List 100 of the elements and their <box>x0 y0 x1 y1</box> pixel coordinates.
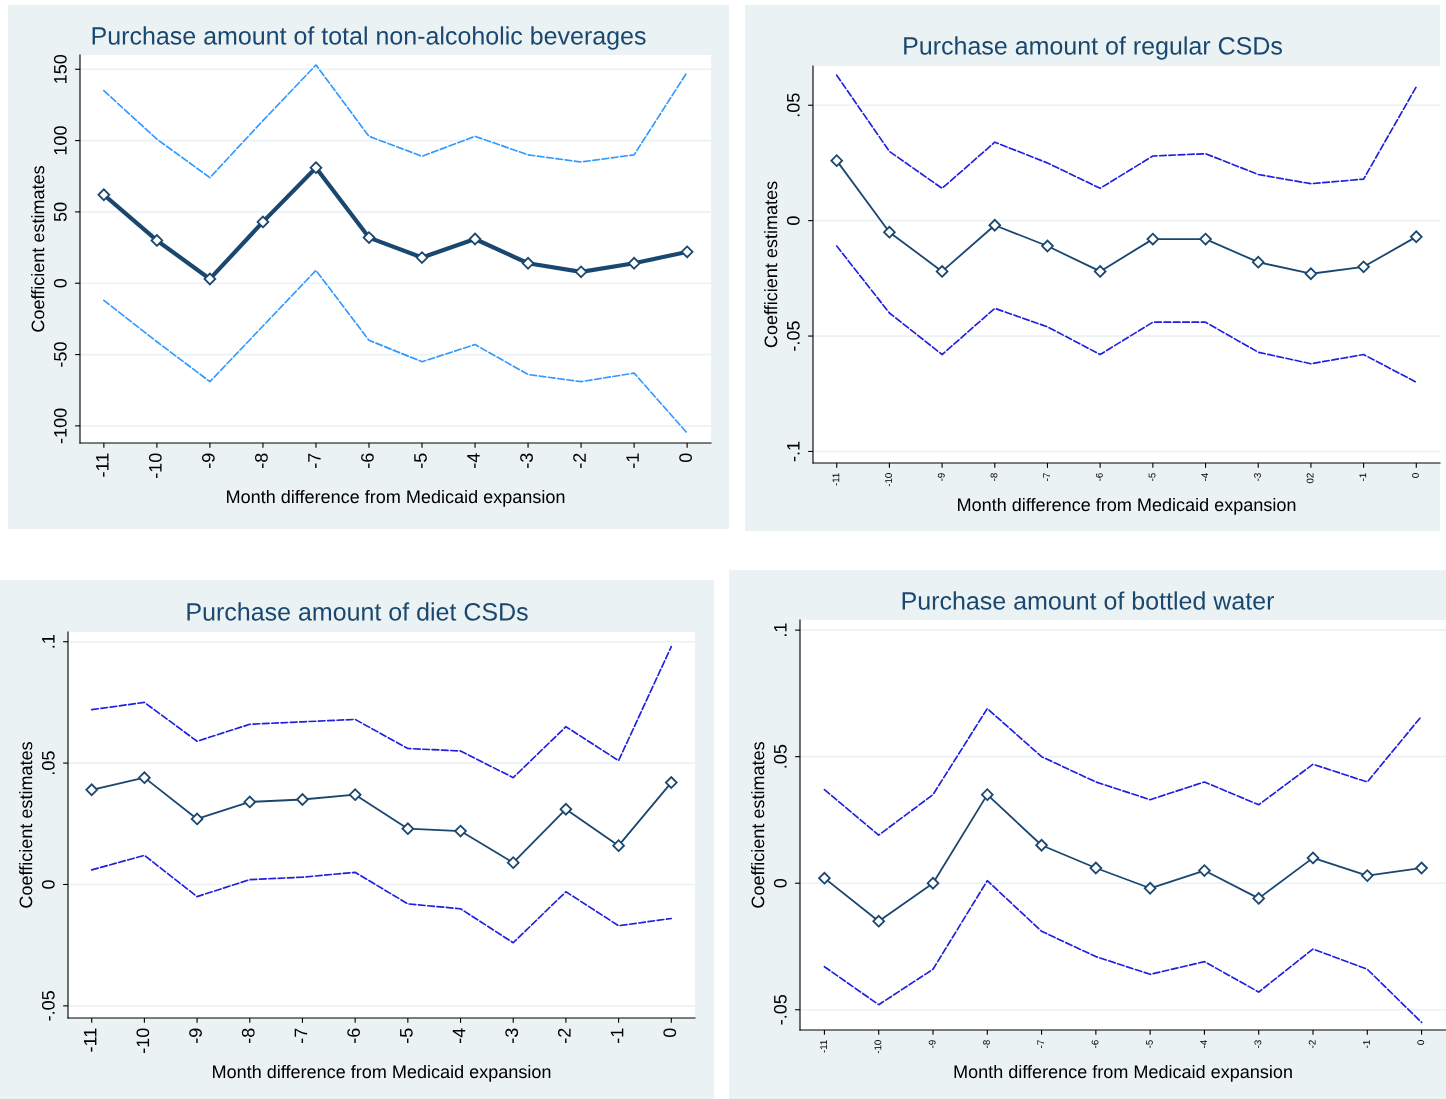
x-tick-label: -9 <box>201 453 215 468</box>
y-tick-label: -.05 <box>786 321 800 351</box>
x-tick-label: -1 <box>626 453 639 468</box>
point <box>1415 861 1428 875</box>
x-tick-label: -8 <box>990 473 998 481</box>
line-series <box>835 74 1418 190</box>
x-tick-label: -10 <box>136 1028 150 1054</box>
x-tick-label: 0 <box>1412 473 1419 478</box>
x-tick-label: -4 <box>452 1028 466 1043</box>
point <box>935 265 949 278</box>
x-tick-label: -10 <box>885 473 893 487</box>
point <box>1146 232 1160 246</box>
point <box>872 914 886 928</box>
line-series <box>823 707 1423 836</box>
x-tick-label: -2 <box>573 453 586 468</box>
point <box>521 256 535 270</box>
x-tick-label: -11 <box>83 1028 97 1052</box>
point <box>296 793 309 806</box>
x-tick-label: -3 <box>520 453 533 468</box>
point <box>468 232 482 246</box>
point <box>415 251 429 264</box>
x-axis-title: Month difference from Medicaid expansion <box>213 1064 551 1082</box>
line-series <box>103 269 688 434</box>
x-axis-title: Month difference from Medicaid expansion <box>227 489 565 507</box>
x-tick-label: 0 <box>1417 1040 1425 1045</box>
line-series <box>90 645 673 779</box>
line-series <box>90 854 673 944</box>
point <box>1199 232 1212 246</box>
x-tick-label: -7 <box>1037 1040 1045 1048</box>
y-tick-label: .05 <box>773 744 787 768</box>
x-tick-label: -4 <box>1201 473 1209 481</box>
point <box>988 218 1002 232</box>
y-axis-title: Coefficient estimates <box>31 166 45 332</box>
point <box>1093 265 1107 278</box>
point <box>559 802 573 816</box>
point <box>97 188 111 202</box>
point <box>190 812 204 826</box>
point <box>506 856 520 869</box>
y-tick-label: 50 <box>53 202 67 222</box>
x-tick-label: -3 <box>505 1028 519 1043</box>
x-tick-label: -6 <box>361 453 374 468</box>
y-tick-label: 150 <box>53 54 67 83</box>
x-tick-label: -3 <box>1253 473 1261 481</box>
x-tick-label: -1 <box>1359 473 1367 481</box>
x-tick-label: -1 <box>610 1028 624 1043</box>
point <box>1252 892 1266 905</box>
point <box>85 783 99 797</box>
x-tick-label: 0 <box>679 453 692 463</box>
x-tick-label: -5 <box>1145 1040 1153 1048</box>
point <box>348 788 362 801</box>
y-tick-label: .05 <box>41 751 55 774</box>
x-tick-label: -6 <box>347 1028 360 1043</box>
x-tick-label: -7 <box>308 453 321 468</box>
y-tick-label: 100 <box>53 126 67 155</box>
point <box>1089 861 1103 875</box>
x-tick-label: -5 <box>1148 473 1156 481</box>
x-axis-title: Month difference from Medicaid expansion <box>954 1064 1292 1082</box>
point <box>1357 260 1370 274</box>
y-tick-label: -.1 <box>787 441 800 462</box>
x-tick-label: -7 <box>1043 473 1050 481</box>
point <box>138 771 151 784</box>
y-tick-label: 0 <box>786 216 800 225</box>
x-tick-label: -1 <box>1363 1040 1370 1048</box>
point <box>362 231 376 244</box>
x-tick-label: -9 <box>937 473 945 481</box>
y-tick-label: .05 <box>786 93 800 117</box>
point <box>401 822 415 835</box>
x-tick-label: -10 <box>148 453 162 479</box>
x-tick-label: -7 <box>294 1028 308 1043</box>
point <box>1143 881 1157 895</box>
point <box>680 245 694 259</box>
y-tick-label: 0 <box>773 878 787 888</box>
x-tick-label: -5 <box>400 1028 413 1043</box>
point <box>1306 851 1320 865</box>
x-tick-label: -11 <box>96 453 109 477</box>
point <box>926 876 940 890</box>
point <box>150 234 164 247</box>
y-tick-label: -100 <box>53 408 67 444</box>
chart-title: Purchase amount of total non-alcoholic beverages <box>92 26 646 50</box>
point <box>818 871 831 885</box>
point <box>1041 239 1054 253</box>
point <box>203 272 217 286</box>
x-tick-label: -11 <box>820 1040 827 1053</box>
x-tick-label: -4 <box>1200 1040 1207 1048</box>
y-tick-label: .1 <box>42 635 55 648</box>
point <box>1360 869 1374 882</box>
x-tick-label: -9 <box>189 1028 202 1043</box>
point <box>574 265 588 279</box>
y-tick-label: 0 <box>53 278 67 288</box>
line-series <box>835 245 1418 384</box>
x-tick-label: -8 <box>983 1040 990 1048</box>
y-tick-label: 0 <box>41 880 55 889</box>
point <box>1035 838 1048 852</box>
point <box>1304 267 1318 281</box>
line-series <box>823 879 1423 1024</box>
chart-title: Purchase amount of bottled water <box>902 591 1275 610</box>
point <box>830 154 844 167</box>
x-tick-label: -11 <box>832 473 840 486</box>
x-tick-label: -5 <box>414 453 427 468</box>
y-tick-label: -.05 <box>773 994 787 1025</box>
